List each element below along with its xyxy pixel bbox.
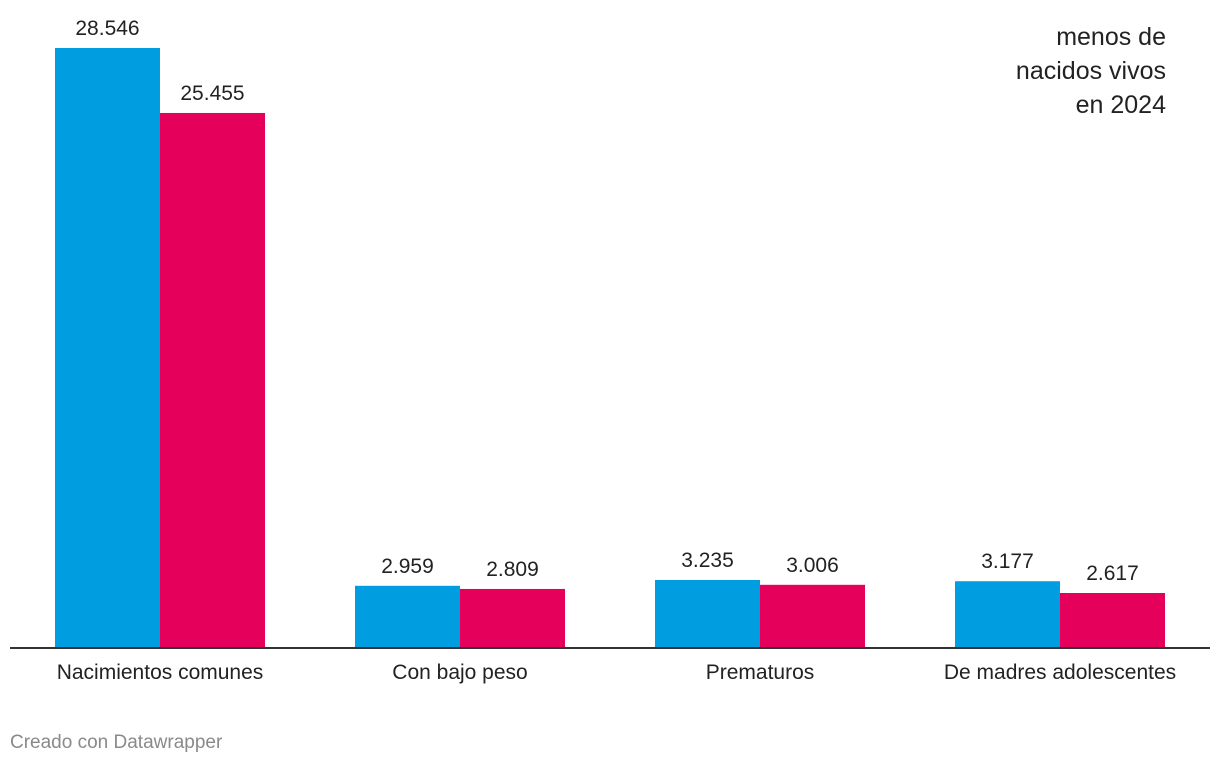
category-label: Prematuros xyxy=(706,661,815,684)
bar xyxy=(55,48,160,648)
bar xyxy=(355,585,460,648)
chart-annotation: menos de nacidos vivos en 2024 xyxy=(1016,20,1166,122)
annotation-line: menos de xyxy=(1056,23,1166,51)
data-label: 28.546 xyxy=(75,17,139,40)
data-label: 3.235 xyxy=(681,549,734,572)
data-label: 2.959 xyxy=(381,555,434,578)
data-label: 2.617 xyxy=(1086,562,1139,585)
data-label: 3.006 xyxy=(786,554,839,577)
annotation-line: en 2024 xyxy=(1075,91,1166,119)
bar xyxy=(160,112,265,649)
category-label: Con bajo peso xyxy=(392,661,527,684)
bar xyxy=(955,581,1060,648)
bar xyxy=(655,580,760,648)
credit-footer: Creado con Datawrapper xyxy=(10,732,223,753)
category-label: Nacimientos comunes xyxy=(57,661,264,684)
bar xyxy=(460,588,565,648)
data-label: 2.809 xyxy=(486,558,539,581)
bar xyxy=(1060,592,1165,648)
category-label: De madres adolescentes xyxy=(944,661,1176,684)
data-label: 25.455 xyxy=(180,82,244,105)
data-label: 3.177 xyxy=(981,550,1034,573)
bar xyxy=(760,584,865,648)
annotation-line: nacidos vivos xyxy=(1015,57,1166,85)
